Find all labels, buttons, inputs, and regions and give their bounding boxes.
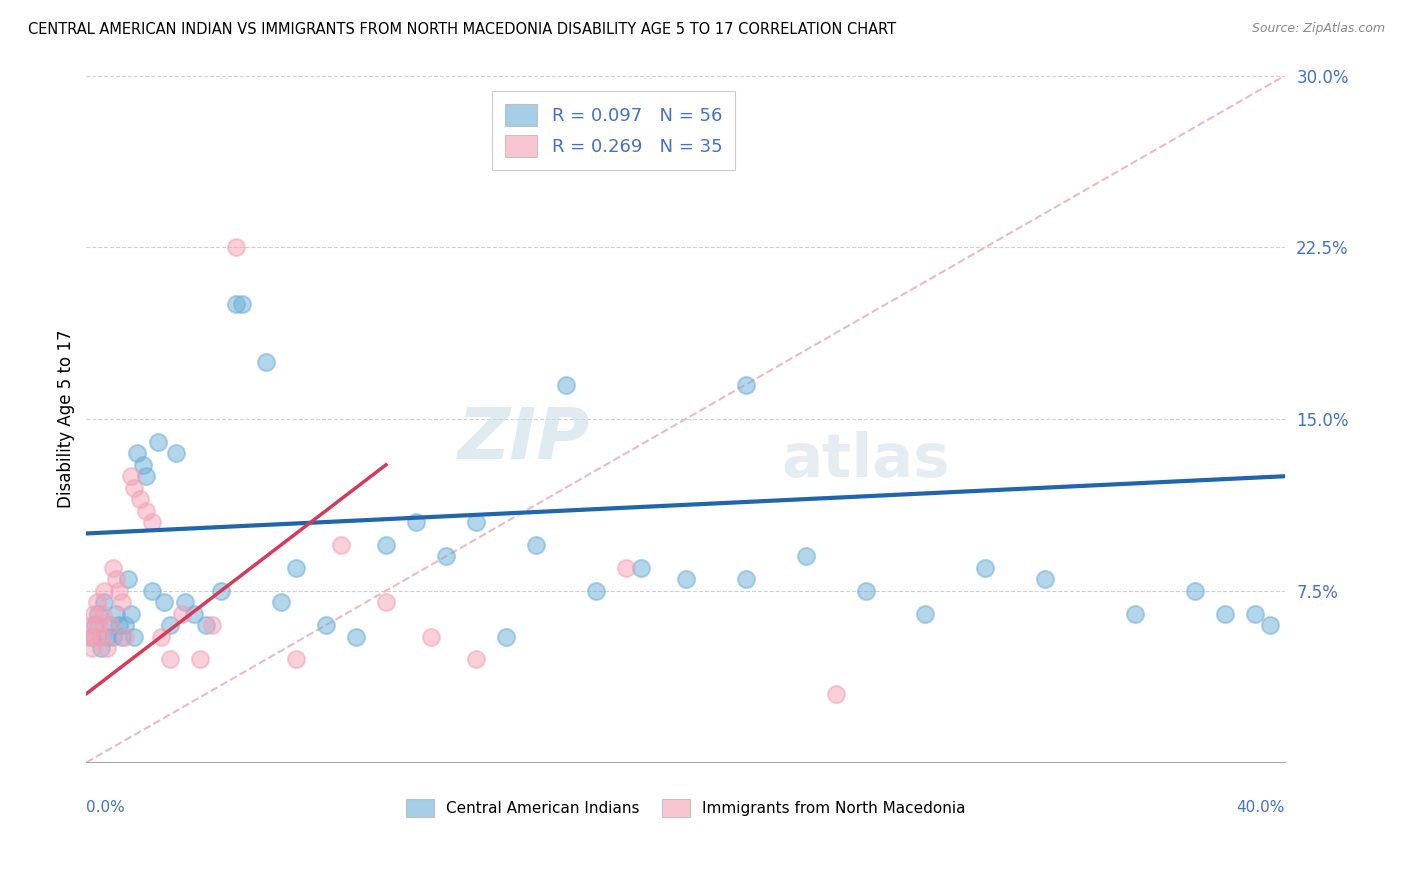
Point [495,630,517,644]
Point [111,595,134,609]
Point [98,618,121,632]
Text: 0.0%: 0.0% [86,800,125,815]
Point [80,618,103,632]
Point [734,377,756,392]
Point [614,561,637,575]
Point [103,630,125,644]
Point [96,630,118,644]
Point [195,618,218,632]
Point [225,297,247,311]
Text: ZIP: ZIP [457,405,589,474]
Point [122,630,145,644]
Point [105,607,128,621]
Legend: Central American Indians, Immigrants from North Macedonia: Central American Indians, Immigrants fro… [399,793,972,823]
Point [159,618,181,632]
Point [114,618,136,632]
Y-axis label: Disability Age 5 to 17: Disability Age 5 to 17 [58,330,75,508]
Point [1123,607,1146,621]
Point [172,607,194,621]
Point [254,355,277,369]
Point [91,607,114,621]
Point [855,583,877,598]
Point [87,618,110,632]
Point [270,595,292,609]
Text: atlas: atlas [782,431,950,490]
Point [117,572,139,586]
Point [420,630,443,644]
Point [122,481,145,495]
Point [225,240,247,254]
Point [201,618,224,632]
Point [90,640,112,655]
Point [132,458,155,472]
Point [129,492,152,507]
Point [87,607,110,621]
Point [188,652,211,666]
Point [375,595,398,609]
Point [114,630,136,644]
Point [150,630,173,644]
Point [1213,607,1236,621]
Point [103,561,125,575]
Point [127,446,149,460]
Point [285,652,308,666]
Point [135,469,157,483]
Point [111,630,134,644]
Point [464,515,486,529]
Point [974,561,997,575]
Point [83,607,105,621]
Point [108,583,131,598]
Point [914,607,936,621]
Point [90,630,112,644]
Point [96,640,118,655]
Point [405,515,427,529]
Point [148,434,170,449]
Point [824,687,846,701]
Point [344,630,367,644]
Point [794,549,817,564]
Point [1184,583,1206,598]
Point [84,630,107,644]
Point [464,652,486,666]
Point [675,572,697,586]
Point [1033,572,1056,586]
Point [86,595,108,609]
Point [630,561,652,575]
Point [84,618,107,632]
Point [120,469,142,483]
Point [165,446,187,460]
Point [82,640,104,655]
Point [98,618,121,632]
Point [105,572,128,586]
Point [375,538,398,552]
Point [159,652,181,666]
Point [1244,607,1267,621]
Point [79,630,101,644]
Point [330,538,353,552]
Point [554,377,576,392]
Point [135,503,157,517]
Point [231,297,253,311]
Point [82,630,104,644]
Text: 40.0%: 40.0% [1237,800,1285,815]
Point [524,538,547,552]
Point [285,561,308,575]
Text: CENTRAL AMERICAN INDIAN VS IMMIGRANTS FROM NORTH MACEDONIA DISABILITY AGE 5 TO 1: CENTRAL AMERICAN INDIAN VS IMMIGRANTS FR… [28,22,896,37]
Point [1258,618,1281,632]
Point [434,549,457,564]
Point [108,618,131,632]
Point [734,572,756,586]
Point [93,583,115,598]
Text: Source: ZipAtlas.com: Source: ZipAtlas.com [1251,22,1385,36]
Point [209,583,232,598]
Point [93,595,115,609]
Point [174,595,197,609]
Point [183,607,205,621]
Point [315,618,337,632]
Point [153,595,176,609]
Point [120,607,142,621]
Point [141,583,163,598]
Point [585,583,607,598]
Point [141,515,163,529]
